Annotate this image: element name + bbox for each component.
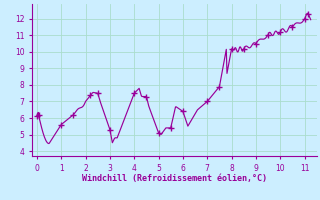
X-axis label: Windchill (Refroidissement éolien,°C): Windchill (Refroidissement éolien,°C) <box>82 174 267 183</box>
